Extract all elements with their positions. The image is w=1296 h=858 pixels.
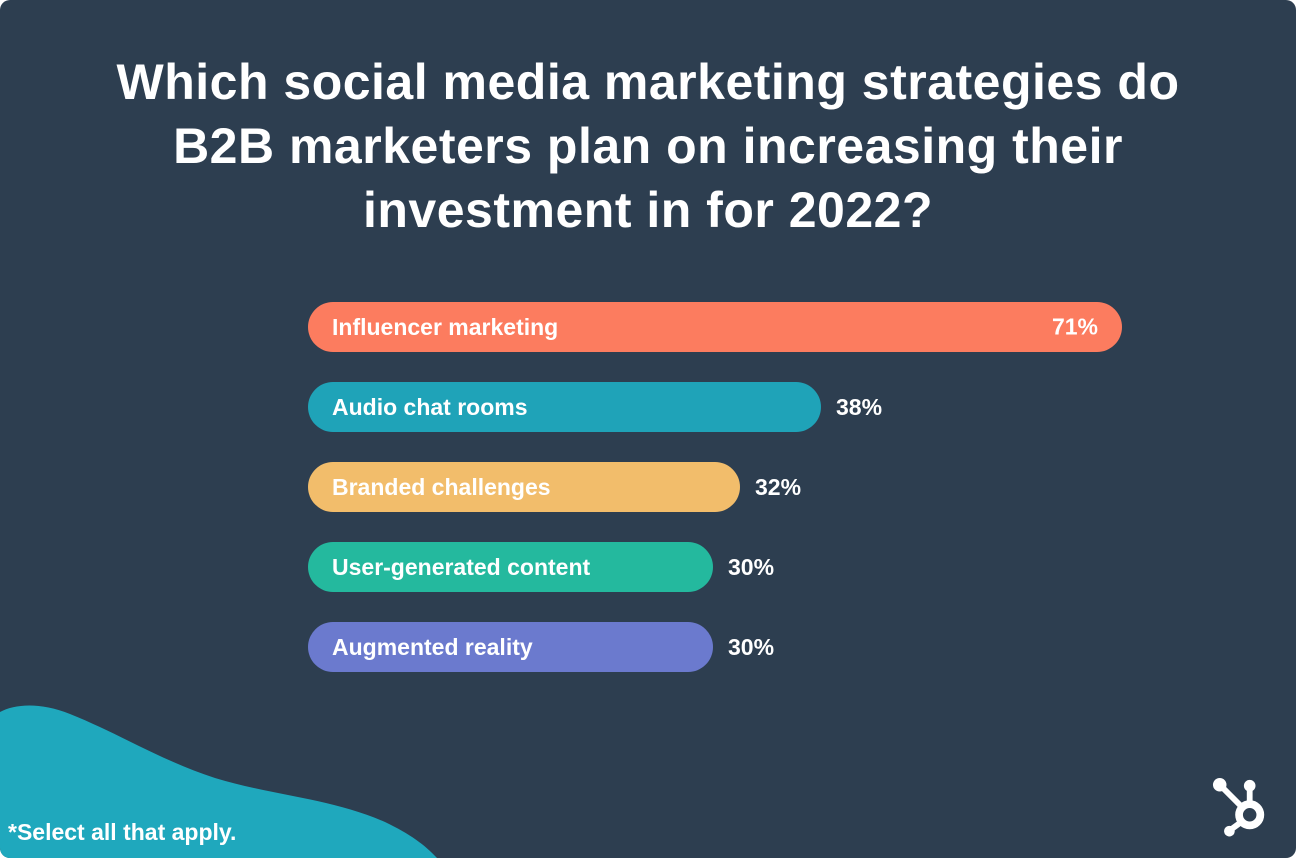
bar-chart: Influencer marketing 71% Audio chat rooms 3… [308, 302, 1228, 702]
bar-category-label: Audio chat rooms [332, 393, 528, 420]
chart-title: Which social media marketing strategies … [116, 54, 1180, 238]
bar-category-label: Branded challenges [332, 473, 551, 500]
bar-row: User-generated content 30% [308, 542, 1228, 592]
bar-row: Augmented reality 30% [308, 622, 1228, 672]
bar-row: Influencer marketing 71% [308, 302, 1228, 352]
bar-category-label: Augmented reality [332, 633, 533, 660]
wave-path [0, 705, 437, 858]
bar-user-generated-content: User-generated content [308, 542, 713, 592]
bar-row: Branded challenges 32% [308, 462, 1228, 512]
bar-influencer-marketing: Influencer marketing 71% [308, 302, 1122, 352]
decorative-wave-shape [0, 705, 437, 858]
bar-category-label: User-generated content [332, 553, 591, 580]
bar-value-label: 30% [728, 553, 775, 580]
footnote: *Select all that apply. [8, 819, 237, 845]
bar-value-label: 30% [728, 633, 775, 660]
bar-audio-chat-rooms: Audio chat rooms [308, 382, 821, 432]
bar-branded-challenges: Branded challenges [308, 462, 740, 512]
bar-category-label: Influencer marketing [332, 313, 559, 340]
bar-value-label: 32% [755, 473, 802, 500]
hubspot-sprocket-icon [1212, 778, 1265, 837]
bar-value-label: 38% [836, 393, 883, 420]
bar-augmented-reality: Augmented reality [308, 622, 713, 672]
bar-value-label: 71% [1051, 313, 1098, 340]
bar-row: Audio chat rooms 38% [308, 382, 1228, 432]
